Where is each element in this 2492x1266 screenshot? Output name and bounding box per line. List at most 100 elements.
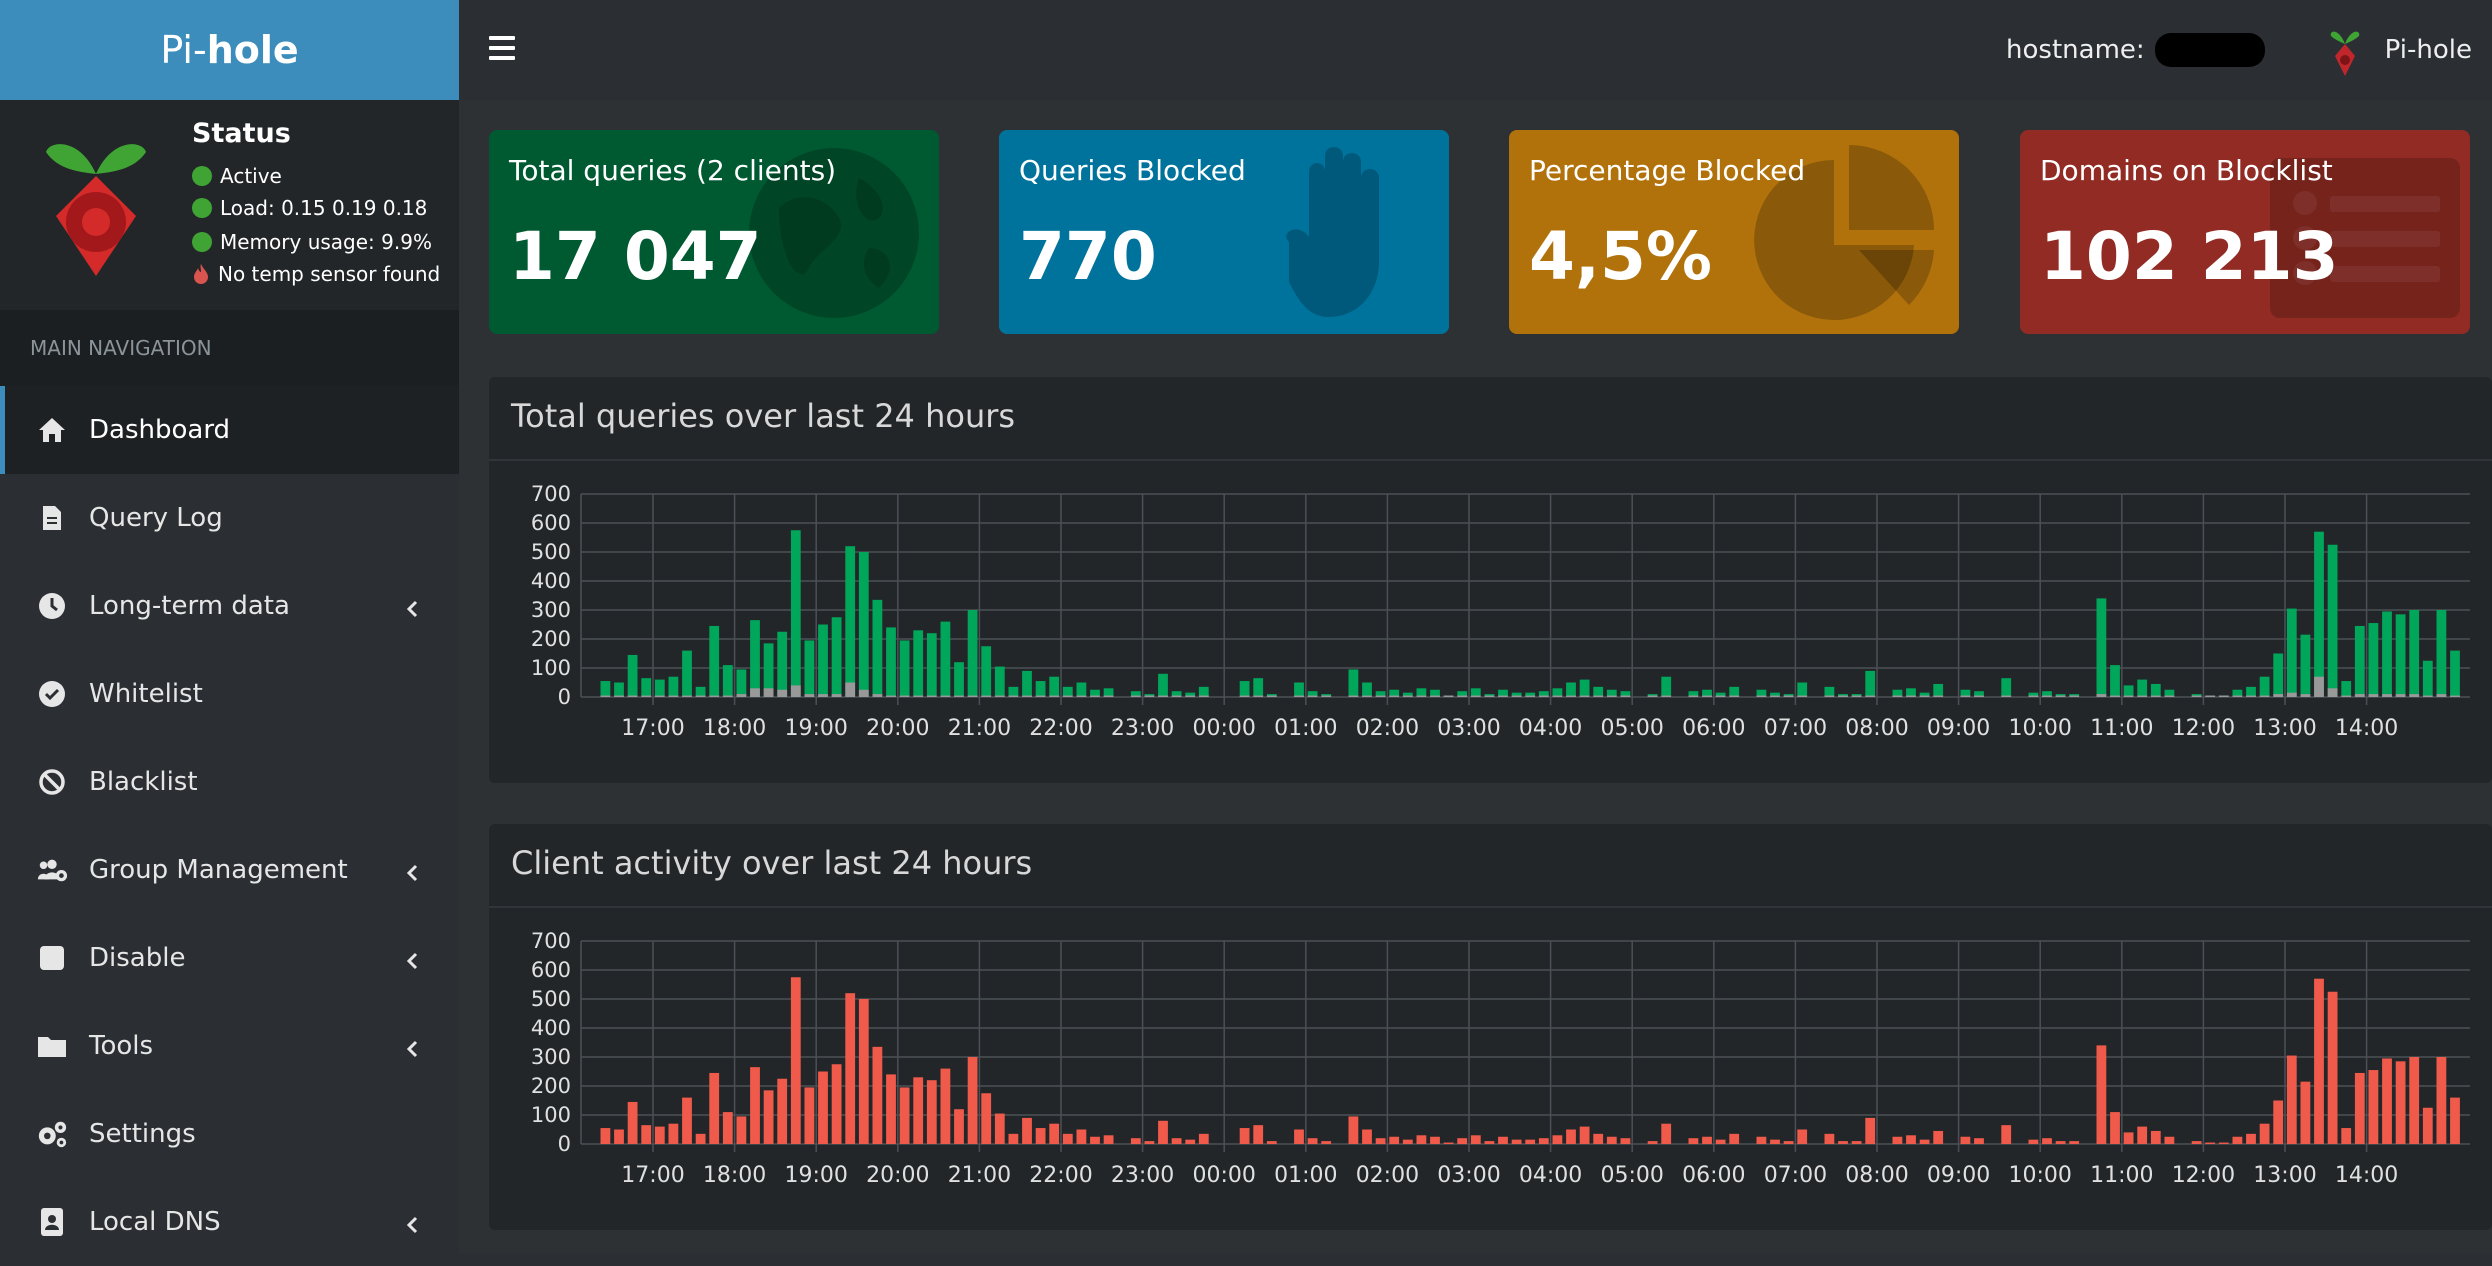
- chart-bar[interactable]: [1525, 692, 1536, 697]
- chart-bar[interactable]: [2341, 1128, 2352, 1144]
- chart-bar-blocked[interactable]: [940, 695, 951, 697]
- chart-bar[interactable]: [2001, 678, 2012, 697]
- chart-bar[interactable]: [1470, 688, 1481, 697]
- chart-bar[interactable]: [1729, 1133, 1740, 1144]
- chart-bar[interactable]: [600, 681, 611, 697]
- chart-bar[interactable]: [1620, 1138, 1631, 1144]
- sidebar-item-long-term-data[interactable]: Long-term data: [0, 562, 459, 650]
- chart-bar[interactable]: [1484, 1141, 1495, 1144]
- chart-bar[interactable]: [872, 599, 883, 697]
- chart-bar-blocked[interactable]: [1770, 695, 1780, 697]
- chart-bar-blocked[interactable]: [818, 694, 828, 697]
- chart-bar-blocked[interactable]: [845, 682, 856, 698]
- chart-bar-blocked[interactable]: [1906, 695, 1916, 697]
- chart-bar[interactable]: [736, 1116, 747, 1144]
- chart-bar[interactable]: [1688, 691, 1699, 697]
- chart-bar[interactable]: [654, 679, 665, 697]
- chart-bar-blocked[interactable]: [1538, 695, 1549, 697]
- sidebar-item-blacklist[interactable]: Blacklist: [0, 738, 459, 826]
- chart-bar[interactable]: [872, 1046, 883, 1144]
- chart-bar[interactable]: [2069, 694, 2080, 697]
- chart-bar-blocked[interactable]: [1974, 695, 1984, 697]
- chart-bar[interactable]: [2395, 614, 2406, 697]
- chart-bar[interactable]: [1049, 676, 1060, 697]
- chart-bar[interactable]: [1552, 688, 1563, 697]
- chart-bar[interactable]: [1824, 1133, 1835, 1144]
- chart-bar[interactable]: [2314, 531, 2324, 697]
- chart-bar[interactable]: [1511, 692, 1522, 697]
- chart-bar[interactable]: [695, 686, 706, 697]
- chart-bar-blocked[interactable]: [967, 695, 978, 697]
- chart-bar[interactable]: [994, 666, 1005, 697]
- chart-bar-blocked[interactable]: [804, 694, 815, 697]
- chart-bar[interactable]: [1375, 691, 1386, 697]
- queries-blocked-box[interactable]: Queries Blocked 770: [999, 130, 1449, 334]
- sidebar-item-tools[interactable]: Tools: [0, 1002, 459, 1090]
- chart-bar[interactable]: [1171, 691, 1182, 697]
- chart-bar-blocked[interactable]: [2205, 695, 2216, 697]
- chart-bar[interactable]: [2354, 1072, 2365, 1144]
- chart-bar-blocked[interactable]: [763, 688, 774, 697]
- chart-bar[interactable]: [926, 1080, 937, 1144]
- chart-bar[interactable]: [1865, 670, 1876, 697]
- chart-bar[interactable]: [1362, 682, 1372, 698]
- chart-bar[interactable]: [1375, 1138, 1386, 1144]
- chart-bar-blocked[interactable]: [709, 695, 720, 697]
- chart-bar[interactable]: [1906, 688, 1916, 697]
- chart-bar-blocked[interactable]: [2314, 676, 2324, 697]
- chart-bar-blocked[interactable]: [695, 695, 706, 697]
- chart-bar[interactable]: [777, 631, 788, 697]
- chart-bar[interactable]: [858, 999, 869, 1144]
- chart-bar-blocked[interactable]: [1198, 695, 1209, 697]
- chart-bar-blocked[interactable]: [641, 695, 652, 697]
- chart-bar-blocked[interactable]: [2422, 695, 2433, 697]
- chart-bar[interactable]: [1756, 689, 1767, 697]
- chart-bar[interactable]: [2409, 1057, 2420, 1144]
- chart-bar-blocked[interactable]: [2218, 695, 2229, 697]
- chart-bar[interactable]: [1389, 1136, 1400, 1144]
- chart-bar[interactable]: [845, 993, 856, 1144]
- chart-bar[interactable]: [1661, 676, 1672, 697]
- chart-bar-blocked[interactable]: [1688, 695, 1699, 697]
- chart-bar[interactable]: [1484, 694, 1495, 697]
- chevron-left-icon[interactable]: [404, 860, 420, 882]
- chart-bar-blocked[interactable]: [2395, 694, 2406, 697]
- chart-bar-blocked[interactable]: [1443, 695, 1454, 697]
- chart-bar[interactable]: [627, 654, 638, 697]
- chart-bar[interactable]: [2246, 686, 2256, 697]
- chart-bar-blocked[interactable]: [1484, 695, 1495, 697]
- chart-bar-blocked[interactable]: [2232, 695, 2243, 697]
- chart-bar-blocked[interactable]: [2069, 695, 2080, 697]
- chart-bar[interactable]: [1062, 686, 1073, 697]
- chart-bar[interactable]: [1253, 678, 1264, 697]
- chart-bar[interactable]: [1443, 1142, 1454, 1144]
- chart-bar-blocked[interactable]: [1933, 695, 1944, 697]
- chart-bar[interactable]: [899, 1087, 910, 1144]
- chart-bar-blocked[interactable]: [2123, 695, 2134, 697]
- chart-bar[interactable]: [2055, 1141, 2066, 1144]
- chart-bar[interactable]: [926, 633, 937, 697]
- chart-bar[interactable]: [2382, 611, 2392, 697]
- chart-bar[interactable]: [1457, 1138, 1468, 1144]
- chart-bar-blocked[interactable]: [2028, 695, 2039, 697]
- chart-bar[interactable]: [1457, 691, 1468, 697]
- chart-bar[interactable]: [2259, 676, 2270, 697]
- chart-bar-blocked[interactable]: [1362, 695, 1372, 697]
- chart-bar[interactable]: [1715, 692, 1726, 697]
- chart-bar[interactable]: [1049, 1123, 1060, 1144]
- chart-bar-blocked[interactable]: [1552, 695, 1563, 697]
- chart-bar-blocked[interactable]: [954, 695, 964, 697]
- chart-bar[interactable]: [1470, 1135, 1481, 1144]
- chart-bar[interactable]: [818, 1071, 828, 1145]
- chart-bar-blocked[interactable]: [654, 695, 665, 697]
- chart-bar-blocked[interactable]: [1756, 695, 1767, 697]
- chart-bar[interactable]: [1783, 694, 1794, 697]
- chart-bar-blocked[interactable]: [2259, 695, 2270, 697]
- chart-bar[interactable]: [1702, 689, 1712, 697]
- chart-bar[interactable]: [886, 627, 896, 697]
- chart-bar-blocked[interactable]: [2246, 695, 2256, 697]
- chart-bar[interactable]: [1729, 686, 1740, 697]
- chart-bar[interactable]: [2327, 544, 2338, 697]
- chart-bar[interactable]: [2341, 681, 2352, 697]
- chart-bar[interactable]: [1606, 1136, 1617, 1144]
